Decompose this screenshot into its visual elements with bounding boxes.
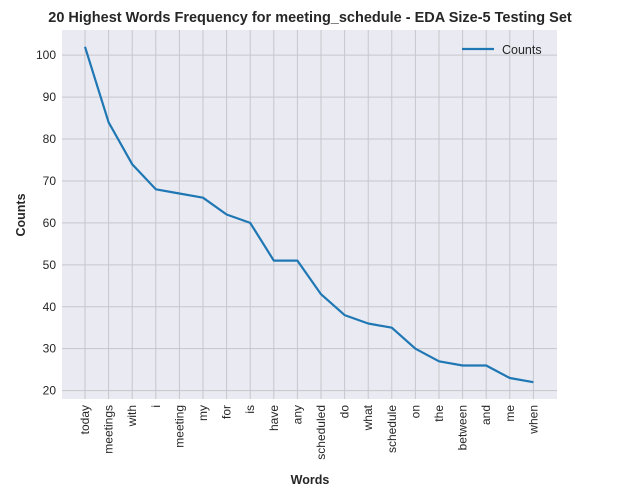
plot-area (62, 30, 557, 399)
x-tick-label: scheduled (314, 405, 328, 460)
x-tick-label: the (432, 405, 446, 422)
x-tick-label: have (267, 405, 281, 431)
x-tick-label: on (408, 405, 422, 418)
legend: Counts (462, 43, 542, 57)
legend-label-counts: Counts (502, 43, 542, 57)
x-tick-label: for (220, 405, 234, 419)
x-axis-ticks: today meetings with i meeting my for is have any s… (78, 404, 540, 459)
y-tick-label: 20 (43, 384, 57, 398)
x-tick-label: between (456, 405, 470, 450)
x-tick-label: today (78, 405, 92, 434)
x-tick-label: me (503, 405, 517, 422)
y-tick-label: 50 (43, 258, 57, 272)
x-tick-label: meetings (102, 405, 116, 454)
x-tick-label: my (196, 405, 210, 421)
y-tick-label: 60 (43, 216, 57, 230)
x-tick-label: with (125, 405, 139, 427)
x-tick-label: any (290, 405, 304, 424)
y-axis-label: Counts (14, 193, 28, 236)
chart-title: 20 Highest Words Frequency for meeting_s… (48, 10, 572, 26)
x-tick-label: is (243, 405, 257, 414)
y-tick-label: 80 (43, 132, 57, 146)
x-tick-label: what (361, 404, 375, 431)
y-tick-label: 40 (43, 300, 57, 314)
x-tick-label: when (526, 405, 540, 435)
y-tick-label: 70 (43, 174, 57, 188)
x-tick-label: and (479, 405, 493, 425)
y-tick-label: 30 (43, 342, 57, 356)
y-tick-label: 90 (43, 90, 57, 104)
x-tick-label: i (149, 405, 163, 408)
grid-lines (62, 30, 557, 399)
x-axis-label: Words (291, 473, 330, 487)
y-axis-ticks: 20 30 40 50 60 70 80 90 100 (36, 48, 56, 397)
x-tick-label: schedule (385, 405, 399, 453)
x-tick-label: do (338, 405, 352, 419)
series-line-counts (83, 46, 534, 384)
y-tick-label: 100 (36, 48, 56, 62)
x-tick-label: meeting (172, 405, 186, 448)
